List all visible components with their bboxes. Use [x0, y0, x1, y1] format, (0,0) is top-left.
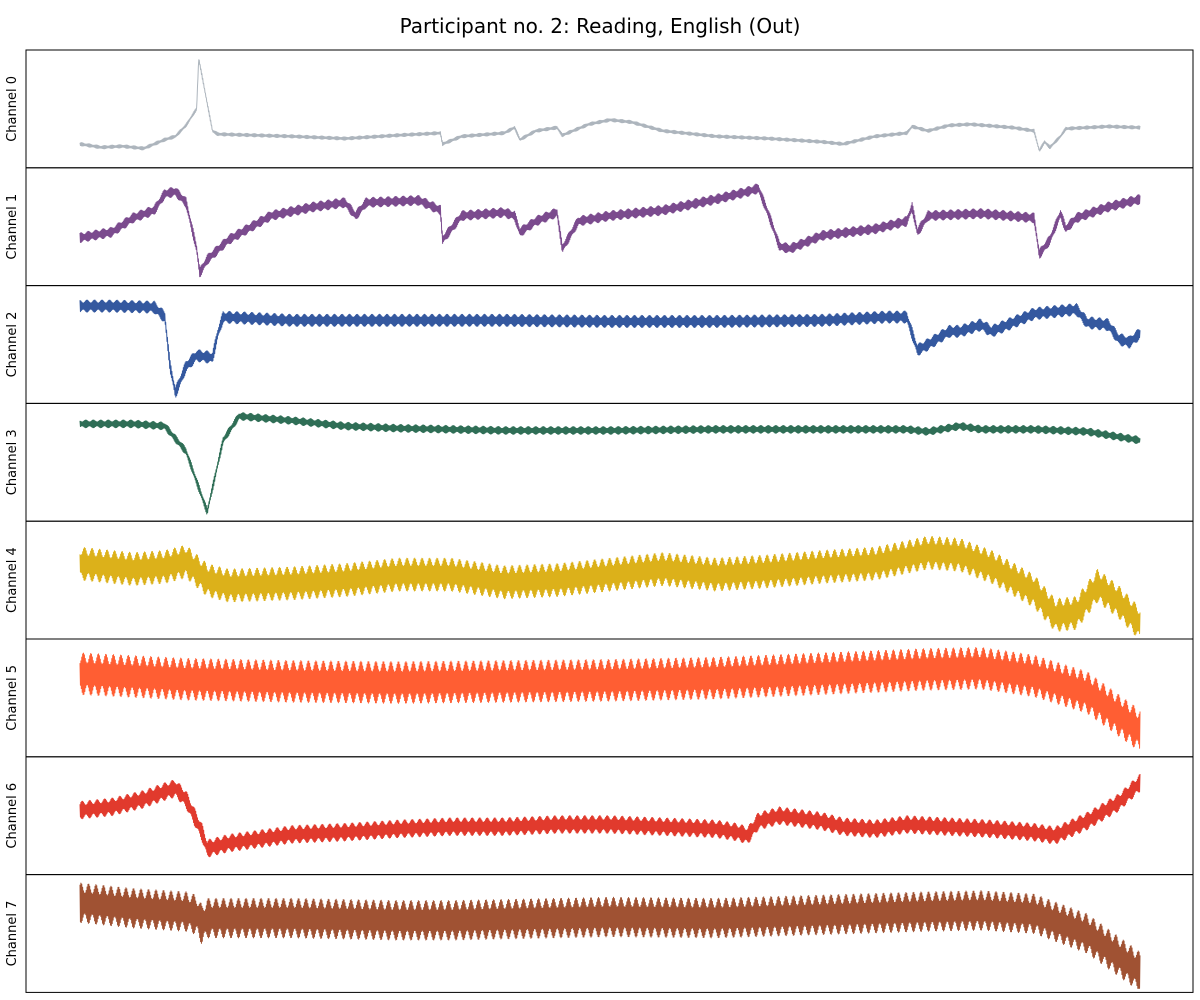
channel-trace	[79, 183, 1141, 278]
channel-label: Channel 7	[5, 901, 20, 967]
panel-frame	[25, 285, 1194, 404]
channel-panel-2: Channel 2	[5, 285, 1194, 404]
channel-panel-3: Channel 3	[5, 402, 1194, 522]
channel-trace	[79, 774, 1141, 858]
channel-panel-5: Channel 5	[5, 638, 1194, 758]
channel-trace	[79, 647, 1141, 749]
channel-panel-7: Channel 7	[5, 874, 1194, 993]
panel-frame	[25, 874, 1194, 993]
panel-frame	[25, 756, 1194, 876]
chart-title: Participant no. 2: Reading, English (Out…	[399, 14, 801, 38]
channel-label: Channel 3	[5, 429, 20, 495]
panel-frame	[25, 402, 1194, 522]
panel-frame	[25, 49, 1194, 169]
channel-label: Channel 0	[5, 76, 20, 142]
channel-label: Channel 1	[5, 194, 20, 260]
channel-panel-4: Channel 4	[5, 520, 1194, 640]
channel-label: Channel 2	[5, 312, 20, 378]
channel-panel-0: Channel 0	[5, 49, 1194, 169]
channel-label: Channel 4	[5, 547, 20, 613]
channel-panel-6: Channel 6	[5, 756, 1194, 876]
channel-trace	[79, 536, 1141, 636]
channel-panel-1: Channel 1	[5, 167, 1194, 287]
channel-trace	[79, 882, 1141, 989]
channel-trace	[79, 412, 1141, 515]
channel-trace	[79, 59, 1141, 152]
channel-trace	[79, 299, 1141, 398]
channel-label: Channel 5	[5, 665, 20, 731]
channel-label: Channel 6	[5, 783, 20, 849]
